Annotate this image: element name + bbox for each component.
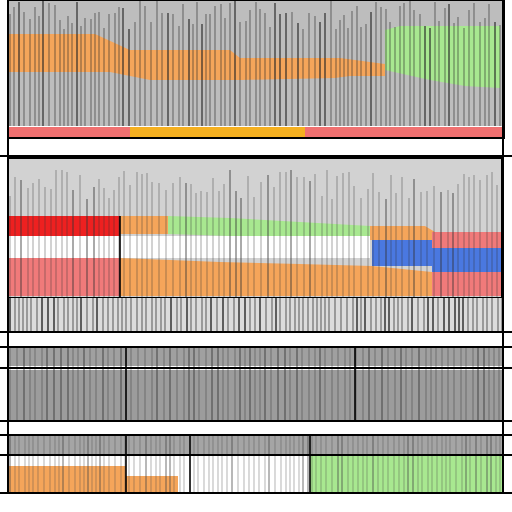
panel-1-status-segment-red (8, 127, 130, 137)
panel-1-grid-lines (9, 0, 501, 126)
panel-4 (0, 346, 512, 422)
panel-2-salmon-block-left (8, 258, 120, 296)
panel-5-green-block (310, 456, 502, 492)
panel-1-status-segment-yellow (130, 127, 305, 137)
panel-2-orange-block-mid (370, 226, 435, 240)
panel-1-orange-band (8, 34, 385, 80)
panel-2 (7, 157, 503, 299)
panel-2-salmon-block-right (432, 232, 502, 248)
panel-1 (7, 0, 505, 139)
panel-3-grid-lines (9, 298, 503, 332)
panel-2-red-block (8, 216, 120, 236)
panel-2-blue-block-right (432, 248, 502, 272)
panel-2-salmon-block-bottom-right (432, 272, 502, 296)
panel-2-white-row (8, 236, 370, 258)
panel-5-header-strip (8, 436, 502, 454)
panel-2-orange-block-top (120, 216, 168, 234)
panel-1-status-segment-red-2 (305, 127, 504, 137)
panel-5 (0, 434, 512, 494)
panel-2-green-block (168, 216, 370, 240)
panel-5-orange-block (8, 466, 178, 492)
panel-4-grid-lines (9, 348, 500, 420)
panel-5-grid-lines (9, 436, 501, 492)
panel-3 (0, 298, 512, 333)
panel-2-grid-lines (9, 170, 498, 298)
